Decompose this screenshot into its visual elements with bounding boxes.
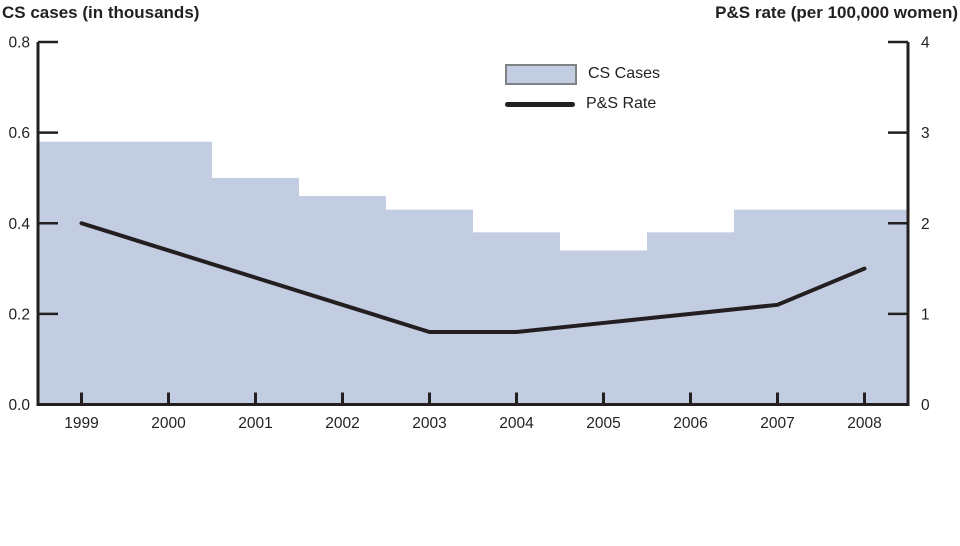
- chart-legend: CS Cases P&S Rate: [505, 63, 660, 123]
- right-axis-tick-label: 4: [921, 35, 930, 52]
- x-axis-year-label: 2008: [847, 415, 881, 432]
- legend-label-cs-cases: CS Cases: [588, 65, 661, 82]
- right-axis-tick-label: 2: [921, 216, 930, 233]
- left-axis-title: CS cases (in thousands): [2, 3, 200, 22]
- left-axis-tick-label: 0.6: [8, 125, 30, 142]
- x-axis-year-label: 1999: [64, 415, 98, 432]
- x-axis-year-label: 2006: [673, 415, 707, 432]
- legend-label-ps-rate: P&S Rate: [586, 95, 657, 112]
- x-axis-year-label: 2002: [325, 415, 359, 432]
- x-axis-year-label: 2005: [586, 415, 620, 432]
- x-axis-year-label: 2001: [238, 415, 272, 432]
- legend-item-ps-rate: P&S Rate: [505, 93, 660, 115]
- x-axis-year-label: 2004: [499, 415, 534, 432]
- ps-rate-line-swatch: [505, 101, 575, 107]
- left-axis-tick-label: 0.0: [8, 397, 30, 414]
- left-axis-tick-label: 0.2: [8, 306, 30, 323]
- x-axis-year-label: 2007: [760, 415, 794, 432]
- legend-item-cs-cases: CS Cases: [505, 63, 660, 85]
- x-axis-year-label: 2003: [412, 415, 446, 432]
- cs-cases-bar-2003: [386, 209, 473, 405]
- left-axis-tick-label: 0.4: [8, 216, 30, 233]
- left-axis-tick-label: 0.8: [8, 35, 30, 52]
- x-axis-year-label: 2000: [151, 415, 186, 432]
- cs-cases-bar-2004: [473, 232, 560, 405]
- cs-cases-bar-1999: [38, 141, 125, 405]
- right-axis-tick-label: 0: [921, 397, 930, 414]
- cs-cases-bar-2001: [212, 177, 299, 405]
- cs-cases-bar-2000: [125, 141, 212, 405]
- right-axis-title: P&S rate (per 100,000 women): [715, 3, 958, 22]
- right-axis-tick-label: 3: [921, 125, 930, 142]
- cs-cases-bar-2008: [821, 209, 908, 405]
- cs-cases-bar-swatch: [505, 63, 577, 85]
- ps-rate-line: [79, 221, 867, 334]
- cs-cases-bar-2002: [299, 196, 386, 405]
- right-axis-tick-label: 1: [921, 306, 930, 323]
